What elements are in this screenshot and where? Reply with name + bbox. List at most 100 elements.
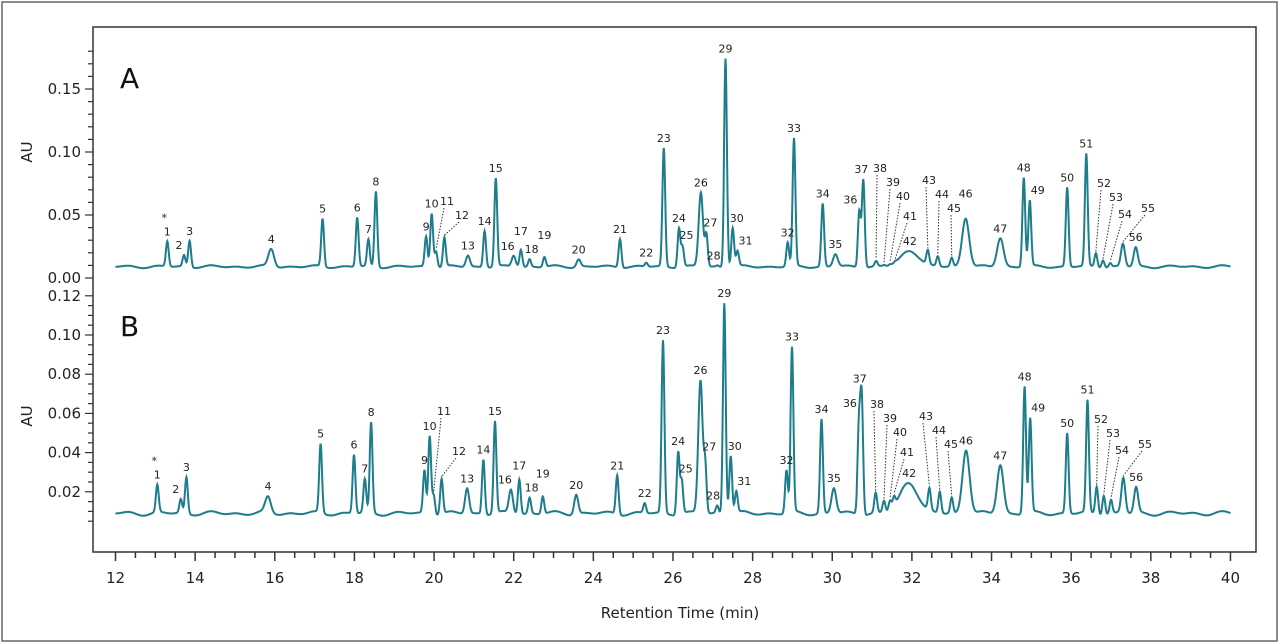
peak-label: 46 <box>959 435 973 448</box>
peak-label: 55 <box>1138 438 1152 451</box>
peak-label: 22 <box>639 247 653 260</box>
peak-leader-line <box>441 457 457 478</box>
peak-label: 52 <box>1094 413 1108 426</box>
peak-label: 45 <box>947 202 961 215</box>
peak-label: 56 <box>1129 471 1143 484</box>
peak-label: 34 <box>816 187 830 200</box>
peak-label: 33 <box>787 122 801 135</box>
peak-leader-line <box>925 186 929 248</box>
y-tick-label: 0.02 <box>48 483 81 501</box>
peak-label: 9 <box>423 220 430 233</box>
x-axis-title: Retention Time (min) <box>601 604 760 622</box>
peak-label: 13 <box>460 472 474 485</box>
peak-label: 39 <box>886 176 900 189</box>
peak-label: 56 <box>1129 231 1143 244</box>
chromatogram-trace <box>115 303 1231 517</box>
x-tick-label: 40 <box>1221 569 1240 587</box>
axes: 12 14 16 18 20 22 24 26 28 30 32 34 36 38 40 <box>106 552 1240 587</box>
peak-label: 7 <box>365 223 372 236</box>
peak-label: 36 <box>843 397 857 410</box>
peak-leader-line <box>883 424 888 499</box>
peak-label: 10 <box>423 420 437 433</box>
x-tick-label: 14 <box>186 569 205 587</box>
peak-leader-line <box>1122 450 1143 477</box>
peak-label: 16 <box>501 240 515 253</box>
peak-label: 30 <box>728 440 742 453</box>
peak-label: 29 <box>719 43 733 56</box>
x-tick-label: 30 <box>823 569 842 587</box>
y-tick-label: 0.05 <box>48 206 81 224</box>
y-tick-label: 0.06 <box>48 404 81 422</box>
peak-leader-line <box>873 410 877 491</box>
peak-label: 28 <box>706 490 720 503</box>
x-tick-label: 34 <box>982 569 1001 587</box>
peak-label: 55 <box>1141 202 1155 215</box>
peak-label: 26 <box>693 364 707 377</box>
y-tick-label: 0.08 <box>48 365 81 383</box>
x-tick-label: 16 <box>265 569 284 587</box>
peak-label: 20 <box>572 243 586 256</box>
peak-label: 48 <box>1018 370 1032 383</box>
peak-label: 31 <box>738 235 752 248</box>
peak-label: 15 <box>488 405 502 418</box>
y-tick-label: 0.00 <box>48 269 81 287</box>
peak-label: 17 <box>512 459 526 472</box>
peak-label: 35 <box>827 472 841 485</box>
peak-label: 44 <box>935 188 949 201</box>
peak-label: 17 <box>514 225 528 238</box>
x-tick-label: 22 <box>504 569 523 587</box>
panel-b-label: B <box>120 310 139 343</box>
peak-label: 16 <box>498 474 512 487</box>
peak-label: 32 <box>781 226 795 239</box>
x-tick-label: 20 <box>425 569 444 587</box>
peak-leader-line <box>893 458 905 494</box>
peak-label: 15 <box>489 162 503 175</box>
peak-label: 20 <box>569 479 583 492</box>
peak-leader-line <box>433 417 442 493</box>
peak-label: 51 <box>1079 137 1093 150</box>
peak-annotation: * <box>162 211 168 224</box>
peak-label: 24 <box>672 212 686 225</box>
peak-leader-line <box>894 222 908 260</box>
peak-label: 49 <box>1031 402 1045 415</box>
peak-label: 54 <box>1115 444 1129 457</box>
peak-label: 18 <box>525 243 539 256</box>
peak-leader-line <box>950 214 953 256</box>
peak-label: 1 <box>164 225 171 238</box>
peak-label: 31 <box>737 475 751 488</box>
peak-label: 8 <box>372 175 379 188</box>
peak-label: 3 <box>186 225 193 238</box>
panel-b-y-axis-title: AU <box>18 405 36 426</box>
peak-label: 42 <box>903 235 917 248</box>
peak-label: 12 <box>455 209 469 222</box>
peak-label: 43 <box>922 174 936 187</box>
peak-label: 18 <box>525 482 539 495</box>
peak-label: 5 <box>317 428 324 441</box>
peak-leader-line <box>889 438 898 499</box>
peak-label: 37 <box>854 163 868 176</box>
peak-label: 23 <box>656 324 670 337</box>
peak-label: 9 <box>421 454 428 467</box>
peak-label: 32 <box>779 454 793 467</box>
peak-label: 53 <box>1109 191 1123 204</box>
peak-label: 38 <box>870 398 884 411</box>
peak-label: 19 <box>537 229 551 242</box>
y-tick-label: 0.12 <box>48 287 81 305</box>
x-tick-label: 36 <box>1062 569 1081 587</box>
peak-label: 50 <box>1060 171 1074 184</box>
peak-leader-line <box>947 450 953 496</box>
peak-label: 43 <box>919 410 933 423</box>
x-tick-label: 12 <box>106 569 125 587</box>
peak-label: 3 <box>183 461 190 474</box>
peak-annotation: * <box>152 454 158 467</box>
peak-label: 38 <box>873 162 887 175</box>
peak-label: 52 <box>1097 177 1111 190</box>
peak-label: 21 <box>610 459 624 472</box>
peak-label: 50 <box>1060 417 1074 430</box>
peak-leader-line <box>1103 439 1111 494</box>
peak-label: 22 <box>638 487 652 500</box>
peak-label: 36 <box>843 194 857 207</box>
peak-label: 41 <box>900 446 914 459</box>
